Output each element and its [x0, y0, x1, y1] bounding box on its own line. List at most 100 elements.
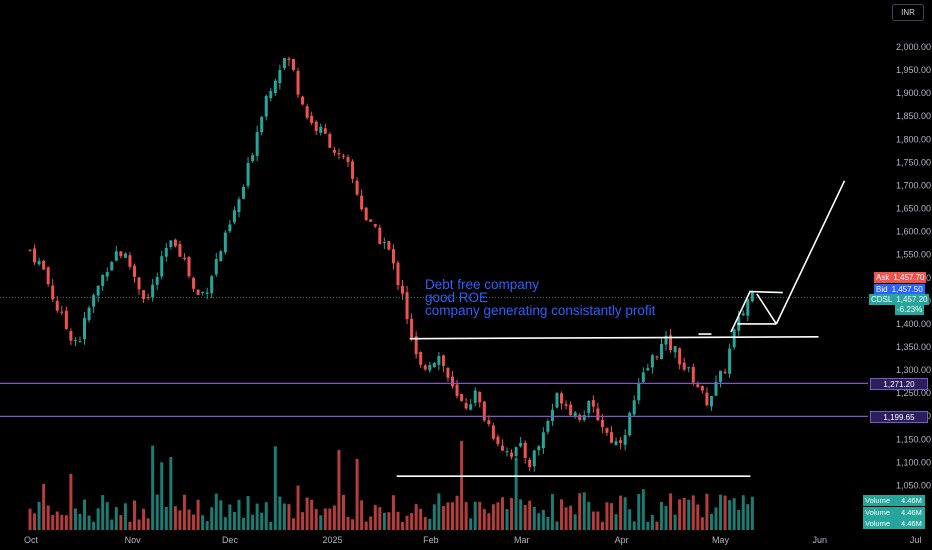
volume-bar [514, 458, 518, 530]
last-price-tag: CDSL 1,457.20 [869, 294, 930, 305]
volume-bar [55, 511, 59, 530]
volume-bar [632, 521, 636, 530]
candle-body [201, 292, 205, 294]
volume-bar [237, 499, 241, 530]
candle-body [473, 390, 477, 403]
candle-body [637, 383, 641, 401]
candle-body [28, 249, 32, 251]
time-tick-label: 2025 [323, 535, 343, 545]
volume-bar [128, 521, 132, 530]
candle-body [500, 445, 504, 451]
volume-bar [151, 445, 155, 530]
candle-body [519, 442, 523, 447]
candle-body [491, 425, 495, 439]
volume-bar [719, 494, 723, 530]
hline-tag-1: 1,271.20 [870, 378, 928, 390]
volume-bar [505, 509, 509, 530]
volume-bar [587, 501, 591, 530]
bid-value: 1,457.50 [889, 284, 925, 295]
volume-bar [223, 517, 227, 530]
candle-body [337, 153, 341, 155]
candle-body [33, 248, 37, 263]
candle-body [242, 186, 246, 199]
volume-tag-value: 4.46M [899, 507, 925, 518]
volume-bar [314, 509, 318, 530]
volume-bar [346, 516, 350, 530]
annotation-text[interactable]: Debt free company good ROE company gener… [425, 277, 655, 318]
candle-body [673, 346, 677, 353]
volume-tag-label: Volume [863, 518, 899, 529]
volume-bar [142, 508, 146, 530]
candle-body [314, 121, 318, 132]
candle-body [364, 207, 368, 221]
volume-bar [201, 515, 205, 530]
volume-bar [523, 504, 527, 530]
candle-body [178, 244, 182, 257]
volume-bar [246, 496, 250, 530]
candle-body [414, 336, 418, 355]
candle-body [96, 285, 100, 296]
candle-body [282, 58, 286, 69]
volume-bar [673, 514, 677, 530]
volume-bar [414, 504, 418, 530]
volume-bar [192, 514, 196, 530]
candle-body [750, 292, 754, 302]
candle-body [678, 348, 682, 365]
time-tick-label: Nov [125, 535, 142, 545]
trend-line [775, 180, 846, 325]
volume-bar [305, 497, 309, 530]
time-tick-label: Feb [423, 535, 439, 545]
candle-body [137, 277, 141, 290]
candle-body [355, 180, 359, 195]
volume-bar [537, 513, 541, 530]
candle-body [591, 400, 595, 407]
annotation-line-1: Debt free company [425, 277, 540, 292]
volume-bar [137, 519, 141, 530]
volume-bar [532, 506, 536, 530]
candle-body [346, 157, 350, 162]
trend-line [409, 336, 819, 340]
volume-bar [155, 494, 159, 530]
volume-bar [278, 496, 282, 530]
volume-bar [573, 514, 577, 530]
candle-body [255, 132, 259, 156]
candle-body [714, 381, 718, 396]
volume-bar [750, 496, 754, 530]
candle-body [478, 391, 482, 403]
volume-bar [282, 503, 286, 530]
candle-body [83, 318, 87, 340]
trend-lines [396, 180, 846, 477]
candle-body [301, 96, 305, 105]
candle-body [69, 331, 73, 341]
price-tick-label: 1,600.00 [896, 227, 931, 237]
candle-body [264, 95, 268, 117]
candle-body [646, 368, 650, 371]
volume-bar [164, 506, 168, 530]
candle-body [373, 224, 377, 227]
volume-bar [519, 499, 523, 530]
price-tick-label: 1,750.00 [896, 157, 931, 167]
candle-body [578, 414, 582, 420]
volume-bar [114, 507, 118, 530]
volume-bar [510, 497, 514, 530]
candles [28, 56, 754, 472]
currency-badge[interactable]: INR [892, 4, 924, 21]
candle-body [278, 70, 282, 83]
volume-bar [301, 512, 305, 530]
candle-body [132, 265, 136, 277]
volume-bar [678, 499, 682, 530]
candle-body [432, 362, 436, 368]
volume-bar [351, 519, 355, 530]
volume-bar [709, 513, 713, 530]
volume-bar [69, 473, 73, 530]
candle-body [387, 241, 391, 250]
price-tick-label: 1,350.00 [896, 342, 931, 352]
candle-body [291, 59, 295, 70]
price-tick-label: 1,950.00 [896, 65, 931, 75]
volume-bar [705, 493, 709, 530]
candle-body [110, 262, 114, 271]
candle-body [550, 409, 554, 422]
candle-body [669, 335, 673, 351]
candle-body [114, 251, 118, 261]
